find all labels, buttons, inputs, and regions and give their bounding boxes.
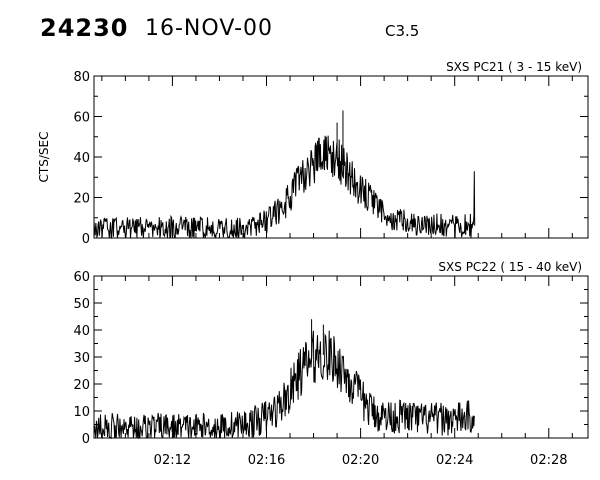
y-tick-label: 40 <box>73 151 90 166</box>
event-date: 16-NOV-00 <box>145 16 274 41</box>
y-tick-label: 60 <box>73 270 90 285</box>
x-tick-label: 02:28 <box>530 453 567 468</box>
y-tick-label: 0 <box>82 232 90 247</box>
y-tick-label: 30 <box>73 351 90 366</box>
x-tick-label: 02:12 <box>154 453 191 468</box>
y-tick-label: 20 <box>73 192 90 207</box>
plot-frame <box>93 275 589 439</box>
x-tick-label: 02:24 <box>436 453 473 468</box>
lightcurve-series-0 <box>93 135 476 240</box>
y-tick-label: 40 <box>73 324 90 339</box>
panel-top: SXS PC21 ( 3 - 15 keV) 0 20 40 60 80 CTS/SEC <box>37 60 589 247</box>
y-tick-label: 60 <box>73 111 90 126</box>
x-tick-label: 02:20 <box>342 453 379 468</box>
flare-class: C3.5 <box>385 22 420 40</box>
y-tick-label: 80 <box>73 70 90 85</box>
lightcurve-series-0 <box>93 330 475 440</box>
y-tick-label: 20 <box>73 378 90 393</box>
y-tick-label: 10 <box>73 405 90 420</box>
event-id: 24230 <box>40 14 129 42</box>
panel-title: SXS PC21 ( 3 - 15 keV) <box>446 60 582 74</box>
y-axis-label: CTS/SEC <box>37 132 51 183</box>
x-tick-label: 02:16 <box>248 453 285 468</box>
panel-title: SXS PC22 ( 15 - 40 keV) <box>438 260 582 274</box>
y-tick-label: 50 <box>73 297 90 312</box>
panel-bottom: SXS PC22 ( 15 - 40 keV) 0 10 20 30 40 50 60 02:1… <box>73 260 589 468</box>
y-tick-label: 0 <box>82 432 90 447</box>
